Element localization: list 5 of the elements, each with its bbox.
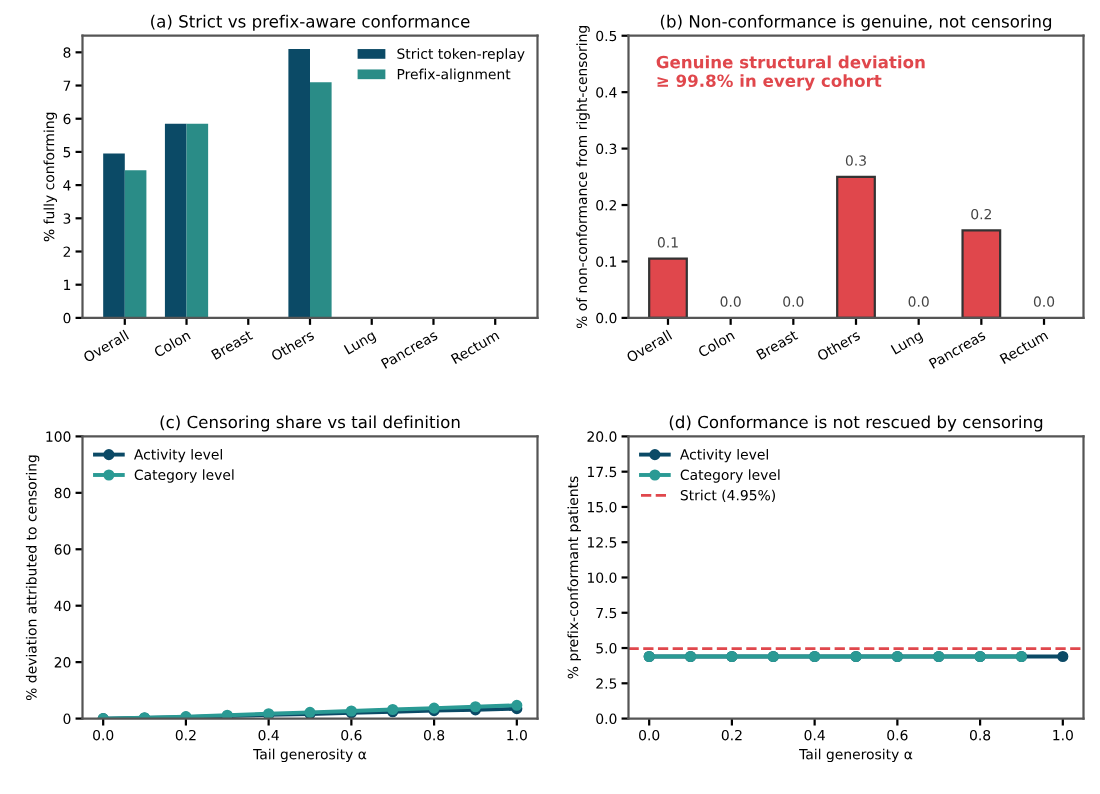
annotation: Genuine structural deviation ≥ 99.8% in every cohort (656, 55, 925, 91)
chart-title: (b) Non-conformance is genuine, not censoring (660, 14, 1052, 31)
chart-title: (a) Strict vs prefix-aware conformance (151, 14, 470, 31)
chart-title: (c) Censoring share vs tail definition (160, 415, 460, 432)
chart-title: (d) Conformance is not rescued by censoring (669, 415, 1043, 432)
